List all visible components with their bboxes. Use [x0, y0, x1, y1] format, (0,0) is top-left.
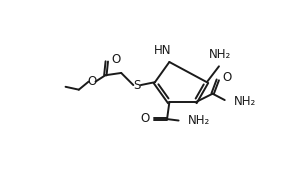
Text: O: O: [141, 112, 150, 125]
Text: NH₂: NH₂: [234, 95, 256, 108]
Text: HN: HN: [154, 44, 172, 57]
Text: NH₂: NH₂: [209, 48, 231, 61]
Text: S: S: [133, 79, 141, 92]
Text: NH₂: NH₂: [188, 114, 210, 127]
Text: O: O: [87, 75, 97, 88]
Text: O: O: [111, 53, 121, 66]
Text: O: O: [222, 71, 232, 84]
